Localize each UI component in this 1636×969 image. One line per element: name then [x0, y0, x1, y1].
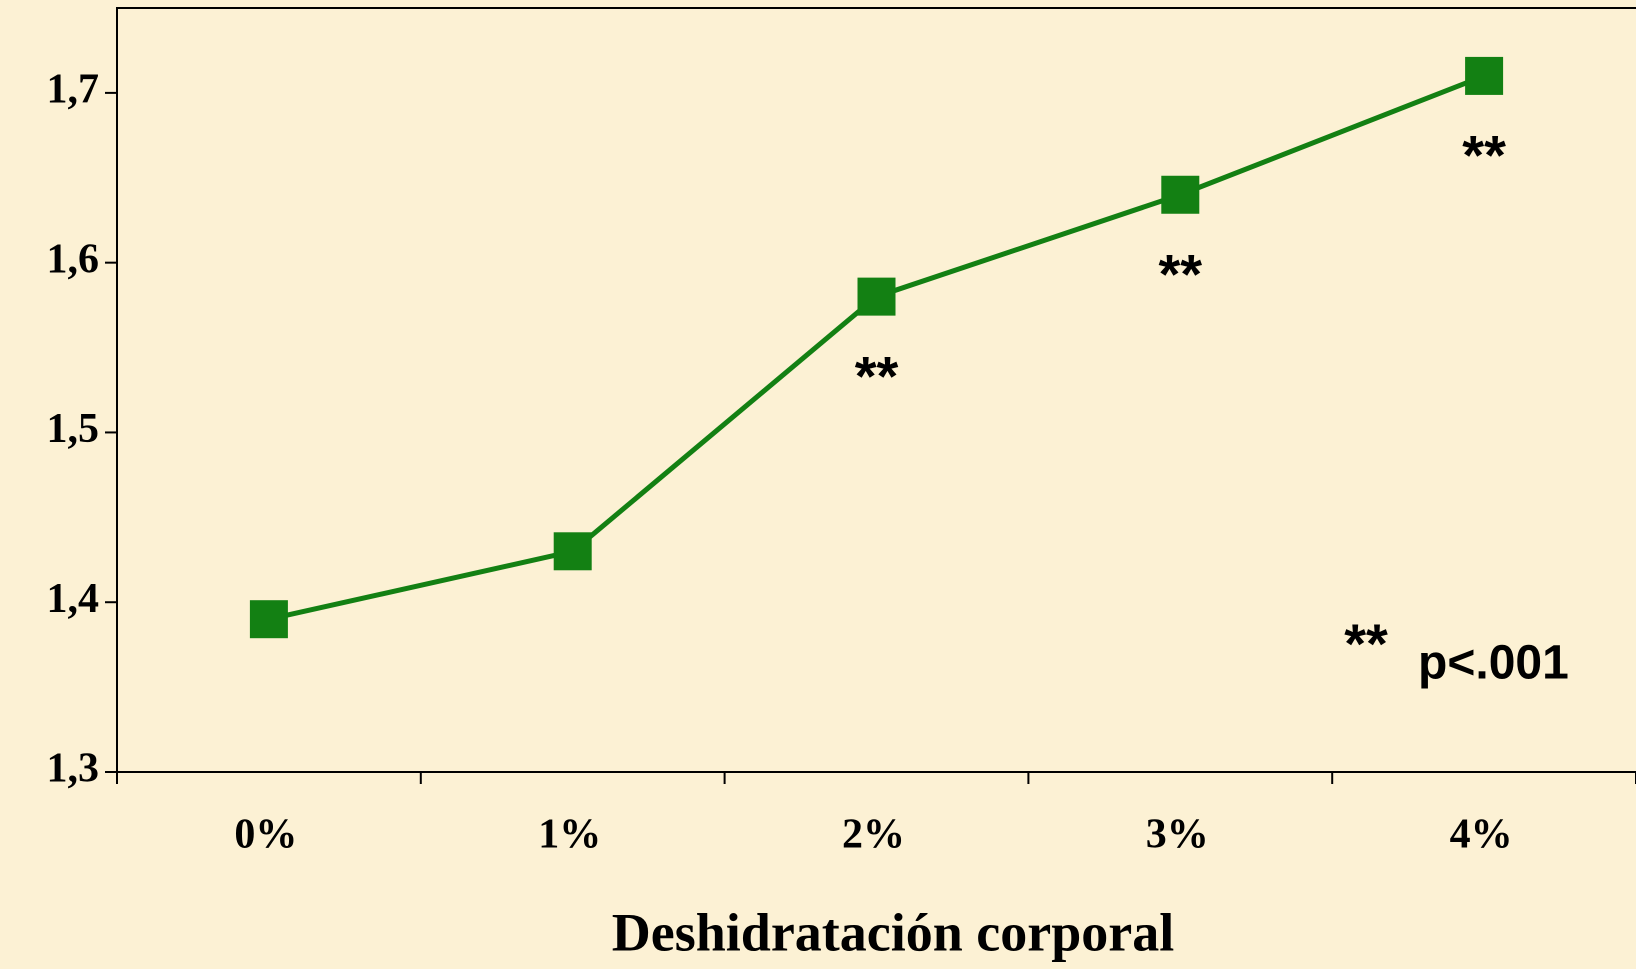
annotation: **: [855, 344, 899, 407]
x-tick-label: 3%: [1146, 812, 1209, 858]
marker: [857, 277, 896, 316]
x-tick-label: 2%: [842, 812, 905, 858]
y-tick-label: 1,3: [47, 746, 100, 792]
annotation: **: [1462, 124, 1506, 187]
marker: [1161, 175, 1200, 214]
marker: [553, 532, 592, 571]
marker: [1465, 56, 1504, 95]
y-tick-label: 1,7: [47, 67, 100, 113]
note-marker: **: [1344, 612, 1388, 675]
note-text: p<.001: [1418, 637, 1569, 690]
plot-frame: [116, 7, 1636, 773]
x-tick-label: 1%: [538, 812, 601, 858]
y-tick-label: 1,6: [47, 236, 100, 282]
marker: [249, 600, 288, 639]
x-axis-label: Deshidratación corporal: [612, 902, 1174, 962]
x-tick-label: 0%: [234, 812, 297, 858]
annotation: **: [1159, 243, 1203, 306]
x-tick-label: 4%: [1450, 812, 1513, 858]
y-tick-label: 1,5: [47, 406, 100, 452]
y-tick-label: 1,4: [47, 576, 100, 622]
